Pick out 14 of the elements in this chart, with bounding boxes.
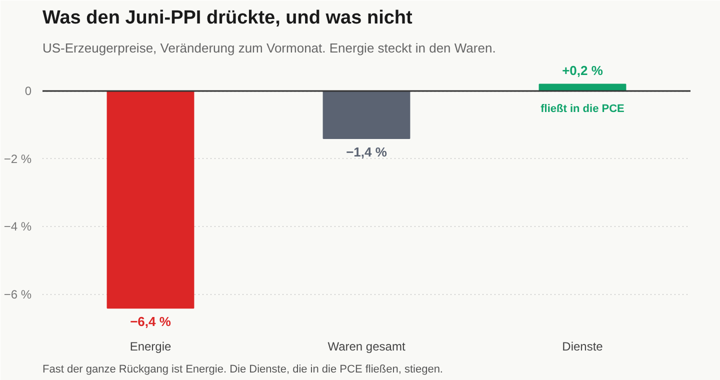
data-label: −6,4 % bbox=[130, 314, 172, 330]
y-tick-label: −2 % bbox=[4, 152, 32, 166]
annotation: fließt in die PCE bbox=[540, 103, 624, 116]
text: Fast der ganze Rückgang ist Energie. Die Dienste, die in die PCE fließen, stiegen. bbox=[42, 364, 443, 376]
x-tick-label: Energie bbox=[130, 340, 172, 354]
data-label: +0,2 % bbox=[562, 63, 604, 78]
data-label: −1,4 % bbox=[346, 144, 388, 160]
chart-title: Was den Juni-PPI drückte, und was nicht bbox=[42, 8, 414, 28]
x-tick-label: Dienste bbox=[562, 340, 604, 354]
y-tick-label: −6 % bbox=[4, 288, 32, 302]
x-tick-label: Waren gesamt bbox=[328, 340, 406, 354]
chart-subtitle: US-Erzeugerpreise, Veränderung zum Vormonat. Energie steckt in den Waren. bbox=[42, 40, 496, 56]
y-tick-label: −4 % bbox=[4, 220, 32, 234]
y-tick-label: 0 bbox=[24, 84, 32, 98]
